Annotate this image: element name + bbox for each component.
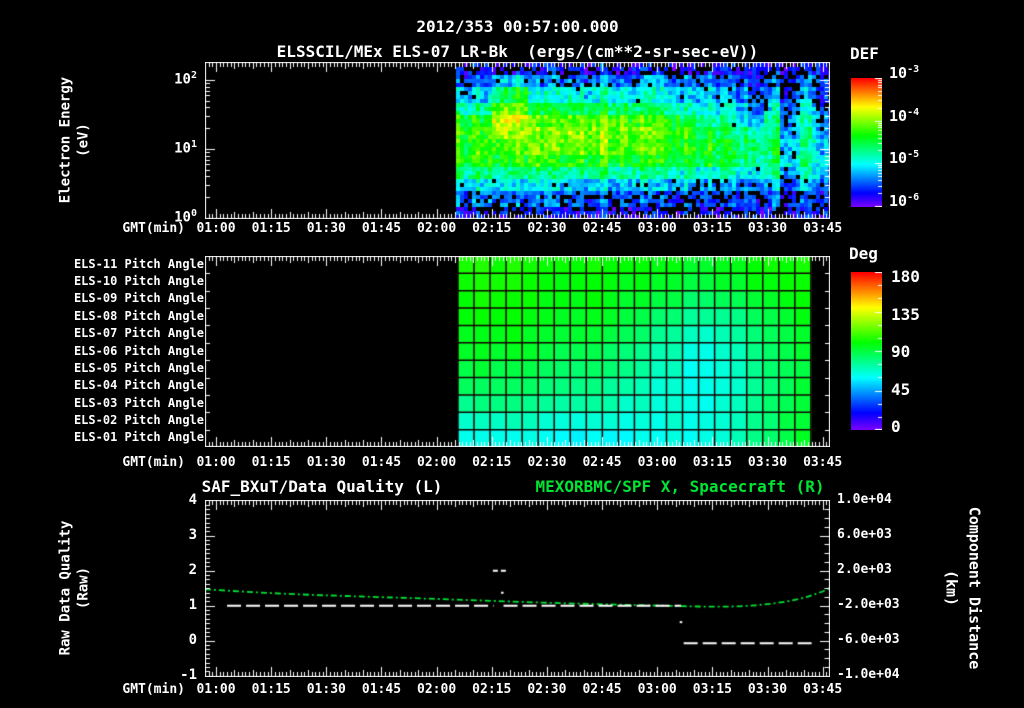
xtick-label: 03:30	[747, 681, 788, 697]
xtick-label: 01:00	[196, 681, 236, 697]
gmt-label-energy: GMT(min)	[122, 221, 185, 236]
xtick-label: 03:30	[747, 454, 788, 470]
els-channel-label: ELS-03 Pitch Angle	[73, 395, 204, 410]
xtick-label: 01:45	[361, 454, 402, 470]
distance-ytick-label: 1.0e+04	[837, 491, 892, 507]
gmt-label-pitch: GMT(min)	[122, 455, 185, 470]
xtick-label: 01:15	[251, 681, 291, 697]
xtick-label: 02:30	[527, 220, 567, 236]
xtick-label: 03:00	[637, 220, 677, 236]
distance-ytick-label: -2.0e+03	[837, 596, 900, 612]
def-colorbar-title: DEF	[850, 44, 879, 63]
xtick-label: 01:00	[196, 220, 236, 236]
energy-axis-units: (eV)	[75, 123, 92, 157]
quality-ytick-label: 0	[188, 631, 197, 648]
distance-ytick-label: -1.0e+04	[837, 666, 900, 682]
deg-colorbar-tick-label: 45	[891, 379, 911, 399]
els-channel-label: ELS-10 Pitch Angle	[73, 274, 204, 289]
quality-ytick-label: 4	[188, 491, 197, 508]
xtick-label: 02:45	[582, 220, 622, 236]
xtick-label: 01:15	[251, 454, 291, 470]
distance-ytick-label: -6.0e+03	[837, 631, 900, 647]
els-channel-label: ELS-02 Pitch Angle	[73, 412, 204, 427]
xtick-label: 02:15	[472, 454, 512, 470]
els-channel-label: ELS-05 Pitch Angle	[73, 360, 204, 375]
els-channel-label: ELS-06 Pitch Angle	[73, 343, 204, 358]
quality-ytick-label: 2	[188, 561, 197, 578]
quality-ytick-label: -1	[180, 666, 197, 683]
plot-title-timestamp: 2012/353 00:57:00.000	[416, 17, 619, 36]
xtick-label: 03:45	[803, 220, 843, 236]
xtick-label: 03:45	[803, 681, 843, 697]
xtick-label: 01:30	[306, 220, 346, 236]
xtick-label: 03:00	[637, 454, 677, 470]
quality-distance-plot	[205, 500, 830, 677]
def-colorbar-tick-label: 10-6	[889, 192, 920, 210]
gmt-label-quality: GMT(min)	[122, 682, 185, 697]
def-colorbar-tick-label: 10-5	[889, 149, 920, 168]
xtick-label: 02:00	[417, 454, 457, 470]
xtick-label: 01:45	[361, 681, 402, 697]
deg-colorbar	[851, 272, 882, 430]
xtick-label: 03:15	[692, 220, 732, 236]
xtick-label: 03:15	[692, 681, 732, 697]
xtick-label: 01:30	[306, 454, 346, 470]
deg-colorbar-tick-label: 180	[891, 267, 920, 286]
xtick-label: 03:00	[637, 681, 677, 697]
energy-ytick-label: 101	[174, 139, 197, 157]
xtick-label: 02:45	[582, 454, 622, 470]
xtick-label: 03:45	[803, 454, 843, 470]
quality-ytick-label: 1	[188, 596, 197, 613]
deg-colorbar-title: Deg	[849, 244, 878, 263]
els-channel-label: ELS-04 Pitch Angle	[73, 378, 204, 393]
energy-ytick-label: 100	[174, 208, 197, 226]
pitch-angle-plot	[205, 256, 830, 447]
xtick-label: 03:30	[747, 220, 788, 236]
xtick-label: 02:00	[417, 681, 457, 697]
xtick-label: 02:30	[527, 454, 567, 470]
xtick-label: 02:15	[472, 681, 512, 697]
xtick-label: 02:30	[527, 681, 567, 697]
xtick-label: 03:15	[692, 454, 732, 470]
xtick-label: 01:15	[251, 220, 291, 236]
quality-series-title: SAF_BXuT/Data Quality (L)	[201, 477, 443, 496]
def-colorbar-tick-label: 10-4	[889, 106, 920, 125]
xtick-label: 02:00	[417, 220, 457, 236]
xtick-label: 01:45	[361, 220, 402, 236]
distance-axis-title: Component Distance	[965, 506, 984, 670]
quality-axis-title: Raw Data Quality	[57, 520, 74, 656]
deg-colorbar-tick-label: 90	[891, 342, 911, 361]
def-colorbar	[851, 78, 882, 207]
xtick-label: 02:15	[472, 220, 512, 236]
xtick-label: 01:00	[196, 454, 236, 470]
distance-ytick-label: 6.0e+03	[837, 526, 892, 542]
distance-ytick-label: 2.0e+03	[837, 561, 892, 577]
distance-series-title: MEXORBMC/SPF X, Spacecraft (R)	[535, 477, 825, 496]
els-channel-label: ELS-07 Pitch Angle	[73, 326, 204, 341]
deg-colorbar-tick-label: 135	[891, 304, 920, 324]
energy-ytick-label: 102	[174, 70, 197, 88]
els-channel-label: ELS-11 Pitch Angle	[73, 256, 204, 271]
xtick-label: 02:45	[582, 681, 622, 697]
def-colorbar-tick-label: 10-3	[889, 64, 920, 82]
els-channel-label: ELS-01 Pitch Angle	[73, 430, 204, 445]
energy-spectrogram-plot	[205, 62, 830, 219]
plot-title-dataset: ELSSCIL/MEx ELS-07 LR-Bk (ergs/(cm**2-sr…	[276, 42, 759, 61]
quality-ytick-label: 3	[188, 526, 197, 543]
energy-axis-title: Electron Energy	[57, 76, 74, 204]
els-channel-label: ELS-08 Pitch Angle	[73, 308, 204, 323]
els-channel-label: ELS-09 Pitch Angle	[73, 291, 204, 306]
distance-axis-units: (km)	[942, 569, 961, 607]
deg-colorbar-tick-label: 0	[891, 417, 901, 436]
quality-axis-units: (Raw)	[75, 566, 92, 610]
xtick-label: 01:30	[306, 681, 346, 697]
